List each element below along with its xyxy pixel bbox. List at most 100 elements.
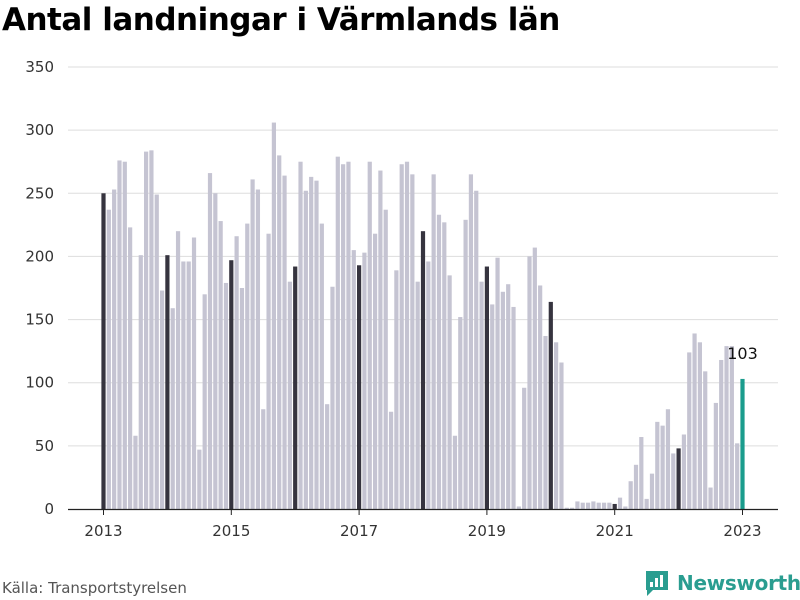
bar — [729, 346, 734, 509]
bar — [106, 209, 111, 509]
bar — [298, 161, 303, 509]
chart-title: Antal landningar i Värmlands län — [2, 2, 560, 38]
bar-january — [357, 265, 362, 509]
bar — [303, 190, 308, 509]
bar — [580, 502, 585, 509]
bar — [713, 402, 718, 509]
bar — [687, 352, 692, 509]
bar — [607, 502, 612, 509]
bar — [287, 281, 292, 509]
bar — [202, 294, 207, 509]
bar — [564, 507, 569, 509]
bar-january — [229, 260, 234, 509]
bar — [708, 487, 713, 509]
x-tick-label: 2015 — [212, 522, 250, 540]
bar — [516, 506, 521, 509]
bar — [415, 281, 420, 509]
bar — [367, 161, 372, 509]
bar — [447, 275, 452, 509]
bar — [239, 288, 245, 509]
bar — [431, 174, 436, 510]
bar — [511, 306, 516, 509]
bar-january — [165, 255, 170, 509]
bar-january — [548, 301, 553, 509]
source-note: Källa: Transportstyrelsen — [2, 579, 187, 597]
bar — [522, 387, 527, 509]
bar — [426, 261, 431, 509]
bar — [325, 404, 330, 509]
bar — [495, 257, 500, 509]
bar — [383, 209, 388, 509]
bar — [585, 502, 591, 509]
bars — [101, 122, 745, 510]
bar — [207, 173, 213, 509]
bar — [138, 255, 143, 509]
bar — [234, 236, 239, 510]
bar — [346, 161, 351, 509]
bar — [601, 502, 607, 509]
y-tick-label: 350 — [25, 58, 54, 76]
y-tick-label: 300 — [25, 121, 54, 139]
bar — [282, 175, 287, 509]
y-tick-label: 0 — [44, 500, 54, 518]
bar — [191, 237, 197, 509]
bar — [213, 193, 218, 510]
bar — [319, 223, 324, 509]
x-tick-label: 2017 — [340, 522, 378, 540]
bar — [245, 223, 250, 509]
bar — [703, 371, 708, 509]
bar — [463, 219, 468, 509]
latest-value-label: 103 — [727, 344, 758, 363]
brand-logo[interactable]: Newsworthy — [644, 569, 800, 597]
brand-name: Newsworthy — [677, 571, 800, 595]
bar-january — [293, 266, 298, 509]
bar — [144, 151, 149, 509]
bar — [122, 161, 127, 509]
bar — [735, 443, 740, 509]
bar-january — [676, 448, 681, 509]
bar — [719, 359, 724, 509]
bar — [128, 227, 133, 509]
bar — [117, 160, 122, 510]
bar — [250, 179, 255, 509]
bar — [665, 409, 671, 509]
bar-january — [612, 503, 617, 509]
y-tick-label: 250 — [25, 184, 54, 202]
data-labels: 103 — [727, 344, 758, 363]
bar — [372, 233, 378, 509]
bar — [452, 435, 458, 509]
bar — [633, 464, 639, 509]
bar — [112, 189, 117, 510]
x-tick-label: 2023 — [723, 522, 761, 540]
bar-january — [101, 193, 106, 510]
x-axis: 2013 2015 2017 2019 2021 2023 — [68, 508, 778, 540]
bar — [404, 161, 410, 509]
bar — [335, 156, 340, 510]
bar — [314, 180, 319, 509]
bar — [617, 497, 623, 509]
bar — [181, 261, 186, 509]
bar — [399, 164, 404, 510]
x-tick-label: 2021 — [596, 522, 634, 540]
bar — [458, 317, 463, 509]
bar — [378, 170, 383, 509]
bar — [570, 507, 575, 509]
bar — [681, 434, 687, 509]
bar — [559, 362, 564, 509]
bar — [532, 247, 537, 510]
bar — [479, 281, 484, 509]
bar — [170, 308, 175, 509]
bar — [697, 342, 702, 509]
bar — [596, 502, 601, 509]
bar — [261, 409, 266, 509]
bar — [388, 411, 394, 509]
bar — [527, 256, 532, 509]
bar — [468, 174, 474, 510]
y-axis-ticks: 0 50 100 150 200 250 300 350 — [25, 58, 54, 518]
bar — [538, 285, 543, 509]
bar — [410, 174, 415, 510]
bar — [159, 290, 165, 509]
bar — [330, 286, 335, 509]
y-tick-label: 150 — [25, 311, 54, 329]
